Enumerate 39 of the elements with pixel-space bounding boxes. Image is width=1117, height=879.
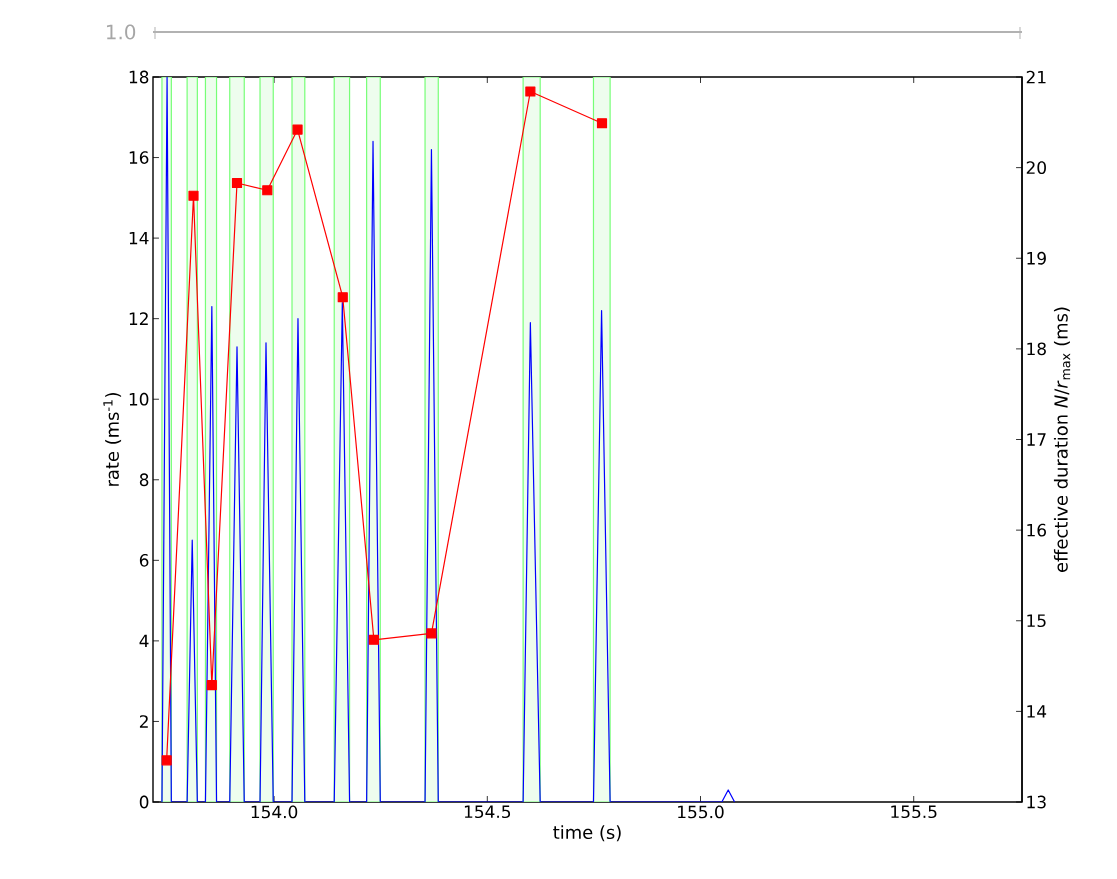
x-tick-label: 155.5	[891, 805, 937, 819]
y2-tick-label: 17	[1027, 433, 1046, 446]
line-series	[161, 76, 736, 802]
text: 1.0	[106, 24, 136, 40]
y-tick-label: 10	[129, 392, 149, 406]
point	[368, 634, 379, 645]
point	[337, 292, 348, 303]
y2-axis-title: effective duration N/r$_{max}$ (ms)	[1053, 307, 1071, 572]
x-tick-label: 154.0	[251, 805, 298, 819]
y2-tick-label: 13	[1027, 795, 1046, 809]
y2-tick-label: 15	[1027, 614, 1046, 628]
y2-tick-label: 19	[1027, 251, 1046, 265]
y-tick-label: 6	[139, 553, 149, 567]
point	[188, 190, 199, 201]
x-axis-title: time (s)	[553, 825, 621, 842]
y-tick-label: 4	[139, 634, 149, 648]
x-tick-label: 154.5	[464, 805, 511, 819]
y-tick-label: 18	[129, 70, 149, 84]
point	[161, 755, 172, 766]
y2-tick-label: 18	[1027, 342, 1046, 356]
y-tick-label: 12	[129, 312, 148, 325]
point	[426, 628, 437, 639]
point	[231, 177, 243, 189]
y2-tick-label: 14	[1027, 705, 1047, 718]
y-axis-title: rate (ms$^{-1}$)	[103, 393, 122, 486]
point	[262, 185, 273, 196]
point	[292, 124, 303, 135]
y-tick-label: 8	[139, 473, 149, 487]
point	[596, 118, 608, 129]
y2-tick-label: 16	[1027, 523, 1047, 537]
point	[206, 680, 217, 691]
y-tick-label: 14	[129, 231, 149, 245]
y2-tick-label: 21	[1026, 70, 1046, 84]
y2-tick-label: 20	[1026, 161, 1046, 175]
x-tick-label: 155.0	[678, 805, 724, 819]
point	[525, 86, 536, 97]
y-tick-label: 0	[139, 795, 149, 809]
y-tick-label: 16	[129, 151, 149, 164]
y-tick-label: 2	[139, 715, 148, 728]
